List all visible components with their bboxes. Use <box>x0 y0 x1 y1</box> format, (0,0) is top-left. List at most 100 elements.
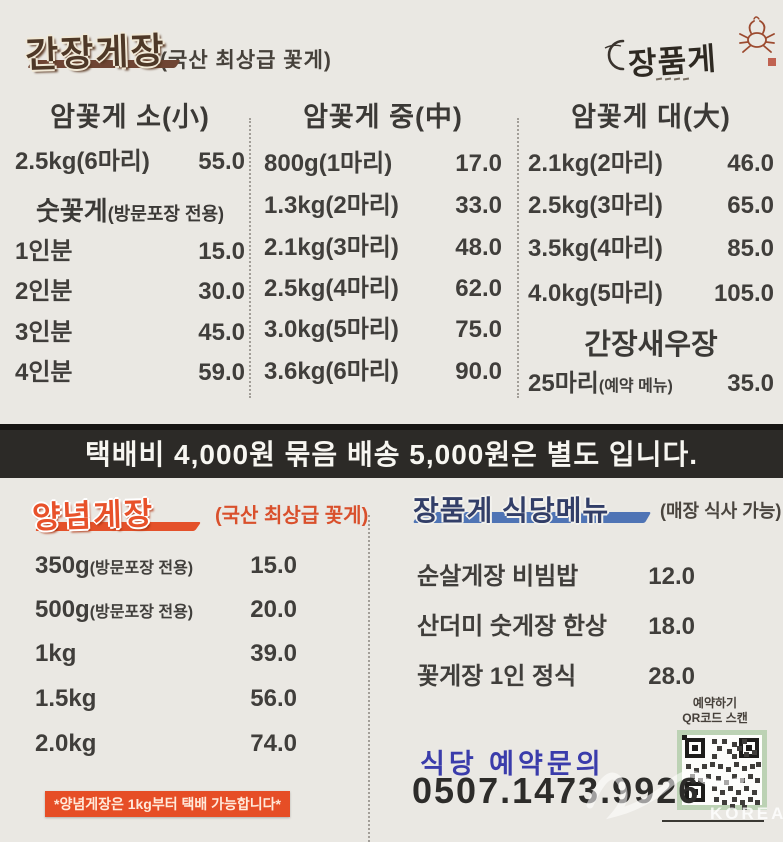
seasoned-crab-title: 양념게장 <box>31 495 155 536</box>
item-price: 75.0 <box>455 316 502 343</box>
item-name-main: 25마리 <box>528 370 599 397</box>
item-name: 2.5kg(4마리) <box>264 275 399 302</box>
menu-row: 350g(방문포장 전용) 15.0 <box>35 552 297 580</box>
bottom-column-divider <box>368 515 370 842</box>
item-name: 500g(방문포장 전용) <box>35 596 193 624</box>
item-name: 2.5kg(3마리) <box>528 192 663 219</box>
menu-row: 1인분 15.0 <box>15 231 245 266</box>
item-note: (예약 메뉴) <box>598 378 673 395</box>
column-divider <box>249 118 251 398</box>
column-female-crab-small: 암꽃게 소(小) 2.5kg(6마리) 55.0 숫꽃게(방문포장 전용) 1인… <box>15 95 245 386</box>
menu-row: 2.0kg 74.0 <box>35 730 297 758</box>
item-price: 28.0 <box>648 663 695 690</box>
menu-row: 3.5kg(4마리) 85.0 <box>528 228 774 263</box>
item-name: 1인분 <box>15 238 73 265</box>
item-name: 800g(1마리) <box>264 150 393 177</box>
item-price: 33.0 <box>455 192 502 219</box>
item-price: 15.0 <box>250 552 297 579</box>
item-price: 62.0 <box>455 275 502 302</box>
menu-row: 3인분 45.0 <box>15 312 245 347</box>
item-note: (방문포장 전용) <box>89 560 194 577</box>
item-name: 순살게장 비빔밥 <box>417 563 579 590</box>
item-name: 꽃게장 1인 정식 <box>417 663 577 690</box>
item-name: 2.1kg(3마리) <box>264 234 399 261</box>
qr-finder-topleft <box>685 738 705 758</box>
logo-tagline-marks <box>655 77 690 81</box>
item-price: 15.0 <box>198 238 245 265</box>
page-subtitle: (국산 최상급 꽃게) <box>160 49 332 72</box>
item-price: 85.0 <box>727 235 774 262</box>
menu-row: 2인분 30.0 <box>15 271 245 306</box>
menu-row: 2.1kg(2마리) 46.0 <box>528 143 774 178</box>
menu-row: 3.6kg(6마리) 90.0 <box>264 351 502 386</box>
item-name: 1kg <box>35 640 77 667</box>
qr-underline <box>662 820 764 822</box>
shipping-notice-bar: 택배비 4,000원 묶음 배송 5,000원은 별도 입니다. <box>0 424 783 478</box>
column-female-crab-medium: 암꽃게 중(中) 800g(1마리) 17.0 1.3kg(2마리) 33.0 … <box>264 95 502 385</box>
item-name: 25마리(예약 메뉴) <box>528 363 673 398</box>
item-note: (방문포장 전용) <box>89 604 194 621</box>
item-price: 45.0 <box>198 319 245 346</box>
qr-caption: 예약하기 QR코드 스캔 <box>655 696 775 726</box>
item-name: 3인분 <box>15 319 73 346</box>
item-name: 2.0kg <box>35 730 97 757</box>
menu-row: 1.3kg(2마리) 33.0 <box>264 185 502 220</box>
page-title: 간장게장 <box>24 29 167 76</box>
subheader-note: (방문포장 전용) <box>107 204 225 224</box>
banner-text: *양념게장은 1kg부터 택배 가능합니다* <box>54 796 282 812</box>
menu-row: 4인분 59.0 <box>15 352 245 387</box>
column-title: 암꽃게 소(小) <box>50 102 210 132</box>
menu-row: 4.0kg(5마리) 105.0 <box>528 273 774 308</box>
item-name: 2.5kg(6마리) <box>15 148 150 175</box>
item-name: 1.3kg(2마리) <box>264 192 399 219</box>
item-name: 3.5kg(4마리) <box>528 235 663 262</box>
menu-row: 2.1kg(3마리) 48.0 <box>264 227 502 262</box>
item-price: 59.0 <box>198 359 245 386</box>
item-name: 1.5kg <box>35 685 97 712</box>
item-price: 35.0 <box>727 370 774 397</box>
column-divider <box>517 118 519 398</box>
menu-row: 3.0kg(5마리) 75.0 <box>264 309 502 344</box>
item-price: 74.0 <box>250 730 297 757</box>
item-name-main: 350g <box>35 552 90 579</box>
item-name: 3.6kg(6마리) <box>264 358 399 385</box>
menu-row: 2.5kg(6마리) 55.0 <box>15 141 245 176</box>
menu-row: 2.5kg(4마리) 62.0 <box>264 268 502 303</box>
item-name: 4인분 <box>15 359 73 386</box>
item-price: 46.0 <box>727 150 774 177</box>
reservation-label: 식당 예약문의 <box>420 749 605 779</box>
qr-caption-line1: 예약하기 <box>692 696 738 710</box>
qr-modules <box>682 735 687 740</box>
item-name: 2인분 <box>15 278 73 305</box>
pot-sketch-icon <box>604 39 625 71</box>
item-price: 105.0 <box>713 280 774 307</box>
logo-text: 장품게 <box>627 40 718 83</box>
item-name: 4.0kg(5마리) <box>528 280 663 307</box>
menu-row: 500g(방문포장 전용) 20.0 <box>35 596 297 624</box>
menu-row: 2.5kg(3마리) 65.0 <box>528 185 774 220</box>
male-crab-subheader: 숫꽃게(방문포장 전용) <box>15 191 245 228</box>
item-name: 산더미 숫게장 한상 <box>417 613 607 640</box>
menu-row: 800g(1마리) 17.0 <box>264 143 502 178</box>
subheader-title: 숫꽃게 <box>35 196 108 226</box>
seasoned-crab-subtitle: (국산 최상급 꽃게) <box>215 505 369 527</box>
item-name-main: 500g <box>35 596 90 623</box>
column-title: 암꽃게 중(中) <box>303 102 463 132</box>
column-title: 암꽃게 대(大) <box>571 102 731 132</box>
qr-finder-topright <box>739 738 759 758</box>
menu-row: 꽃게장 1인 정식 28.0 <box>417 656 695 691</box>
menu-row: 1.5kg 56.0 <box>35 685 297 713</box>
restaurant-menu-subtitle: (매장 식사 가능) <box>660 501 782 521</box>
menu-row: 1kg 39.0 <box>35 640 297 668</box>
menu-row: 산더미 숫게장 한상 18.0 <box>417 606 695 641</box>
item-price: 55.0 <box>198 148 245 175</box>
item-price: 56.0 <box>250 685 297 712</box>
shrimp-subheader: 간장새우장 <box>584 329 718 361</box>
shipping-notice-text: 택배비 4,000원 묶음 배송 5,000원은 별도 입니다. <box>85 439 698 470</box>
item-name: 2.1kg(2마리) <box>528 150 663 177</box>
item-price: 12.0 <box>648 563 695 590</box>
restaurant-menu-title: 장품게 식당메뉴 <box>413 495 610 526</box>
qr-caption-line2: QR코드 스캔 <box>682 711 748 725</box>
item-name: 350g(방문포장 전용) <box>35 552 193 580</box>
item-price: 30.0 <box>198 278 245 305</box>
